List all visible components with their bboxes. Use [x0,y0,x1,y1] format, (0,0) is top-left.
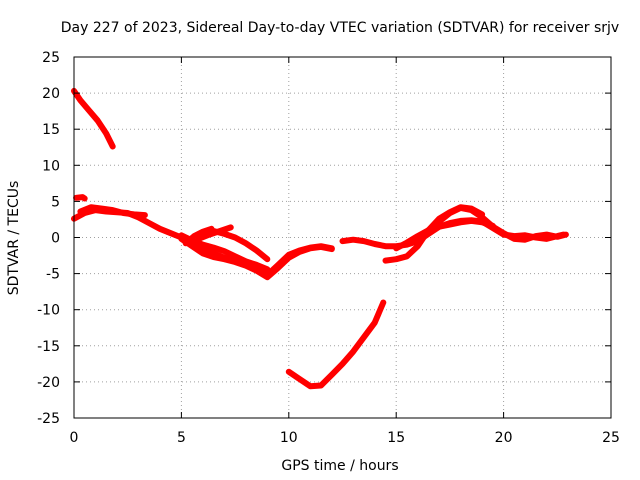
y-tick-label: -15 [37,339,60,355]
axes: 0 5 10 15 20 25 -25 -20 -15 -10 -5 0 5 10 15 20 25 [37,50,620,446]
y-tick-label: 15 [42,122,60,138]
x-tick-label: 15 [387,430,405,446]
y-axis-label: SDTVAR / TECUs [6,181,22,296]
y-tick-label: 5 [51,194,60,210]
y-tick-label: 20 [42,86,60,102]
plot-frame [73,56,612,419]
series-line-arc-2 [73,194,88,202]
y-tick-label: -25 [37,411,60,427]
x-axis-label: GPS time / hours [281,458,398,474]
series-line-arc-10 [285,299,387,390]
x-tick-label: 0 [70,430,79,446]
series-line-arc-4 [77,204,148,219]
series-group [71,87,569,390]
grid [74,57,611,418]
series-line-arc-5 [178,232,271,273]
series-line-arc-9 [195,224,234,242]
y-tick-label: 10 [42,158,60,174]
series-line-arc-14 [406,204,569,247]
y-tick-label: -5 [46,267,60,283]
y-tick-label: -10 [37,303,60,319]
y-tick-label: 0 [51,231,60,247]
y-tick-label: 25 [42,50,60,66]
series-line-arc-6 [178,235,335,281]
chart-title: Day 227 of 2023, Sidereal Day-to-day VTE… [61,20,619,36]
series-line-arc-1 [71,87,116,150]
x-tick-label: 10 [280,430,298,446]
x-tick-label: 25 [602,430,620,446]
y-tick-label: -20 [37,375,60,391]
x-tick-label: 20 [495,430,513,446]
x-tick-label: 5 [177,430,186,446]
